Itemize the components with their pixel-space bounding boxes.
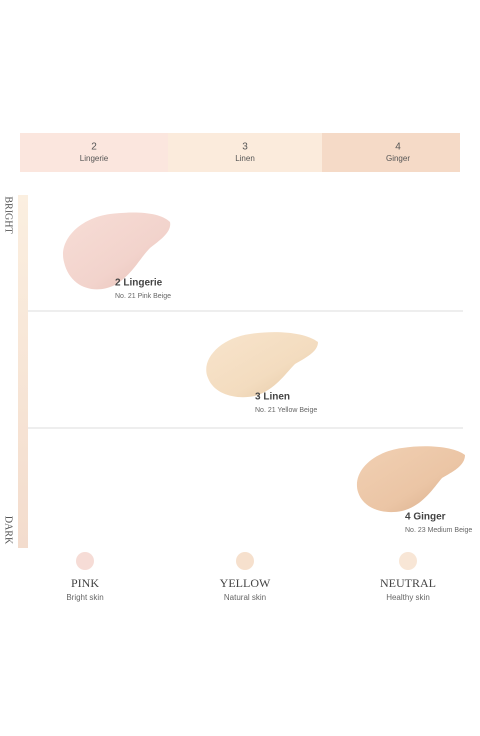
shade-detail: No. 23 Medium Beige — [405, 527, 472, 534]
shade-detail: No. 21 Yellow Beige — [255, 407, 317, 414]
shade-name: Lingerie — [80, 154, 109, 163]
undertone-name: YELLOW — [220, 576, 271, 590]
shade-number: 4 — [395, 142, 401, 153]
shade-title: 2 Lingerie — [115, 278, 163, 289]
shade-name: Ginger — [386, 154, 410, 163]
bright-label: BRIGHT — [3, 196, 14, 233]
undertone-dot — [399, 552, 417, 570]
swatch — [206, 332, 318, 398]
undertone-skin: Healthy skin — [386, 593, 430, 602]
dark-label: DARK — [3, 516, 14, 545]
shade-number: 3 — [242, 142, 248, 153]
undertone-dot — [236, 552, 254, 570]
shade-number: 2 — [91, 142, 97, 153]
undertone-dot — [76, 552, 94, 570]
undertone-name: PINK — [71, 576, 99, 590]
swatch — [63, 212, 171, 290]
shade-bar: 2 Lingerie 3 Linen 4 Ginger — [20, 133, 460, 172]
shade-detail: No. 21 Pink Beige — [115, 293, 171, 300]
undertone-name: NEUTRAL — [380, 576, 436, 590]
shade-title: 3 Linen — [255, 392, 290, 403]
shade-title: 4 Ginger — [405, 512, 446, 523]
cell — [322, 133, 460, 172]
undertone-skin: Bright skin — [66, 593, 103, 602]
shade-name: Linen — [235, 154, 255, 163]
cell — [20, 133, 168, 172]
undertone-skin: Natural skin — [224, 593, 266, 602]
cell — [168, 133, 322, 172]
brightness-bar — [18, 195, 28, 548]
swatch — [356, 446, 465, 513]
